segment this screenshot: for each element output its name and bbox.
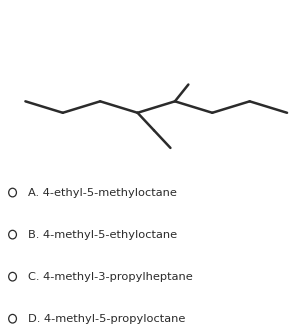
Text: A. 4-ethyl-5-methyloctane: A. 4-ethyl-5-methyloctane [28,188,177,198]
Text: D. 4-methyl-5-propyloctane: D. 4-methyl-5-propyloctane [28,314,186,324]
Text: C. 4-methyl-3-propylheptane: C. 4-methyl-3-propylheptane [28,272,193,282]
Text: B. 4-methyl-5-ethyloctane: B. 4-methyl-5-ethyloctane [28,230,178,240]
